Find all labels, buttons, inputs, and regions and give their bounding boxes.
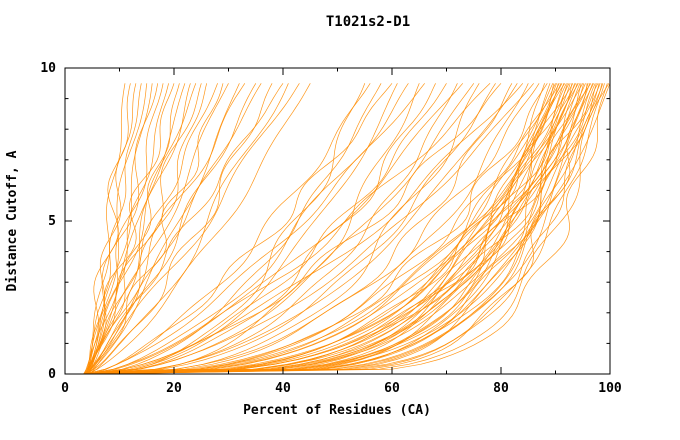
model-curve	[92, 83, 534, 374]
y-tick-label: 5	[48, 214, 56, 229]
model-curve	[92, 83, 513, 374]
model-curve	[85, 83, 257, 374]
model-curve	[84, 83, 398, 374]
model-curve	[87, 83, 137, 374]
model-curve	[85, 83, 610, 374]
model-curve	[89, 83, 224, 374]
model-curve	[91, 83, 551, 374]
model-curve	[87, 83, 186, 374]
model-curve	[81, 83, 601, 374]
model-curve	[85, 83, 153, 374]
model-curve	[85, 83, 597, 374]
model-curve	[90, 83, 555, 374]
model-curves-layer	[81, 83, 610, 374]
model-curve	[86, 83, 284, 374]
x-tick-label: 0	[61, 381, 69, 396]
model-curve	[88, 83, 594, 374]
y-axis-label: Distance Cutoff, A	[5, 150, 20, 291]
model-curve	[92, 83, 447, 374]
model-curve	[91, 83, 592, 374]
model-curve	[83, 83, 142, 374]
x-axis-label: Percent of Residues (CA)	[243, 403, 431, 418]
model-curve	[84, 83, 570, 374]
model-curve	[86, 83, 540, 374]
model-curve	[86, 83, 600, 374]
model-curve	[82, 83, 563, 374]
model-curve	[84, 83, 191, 374]
x-tick-label: 80	[493, 381, 509, 396]
model-curve	[86, 83, 240, 374]
model-curve	[84, 83, 458, 374]
model-curve	[88, 83, 545, 374]
model-curve	[85, 83, 566, 374]
model-curve	[85, 83, 131, 374]
model-curve	[92, 83, 584, 374]
model-curve	[86, 83, 164, 374]
model-curve	[83, 83, 578, 374]
model-curve	[89, 83, 524, 374]
model-curve	[88, 83, 582, 374]
model-curve	[85, 83, 573, 374]
model-curve	[82, 83, 585, 374]
model-curve	[84, 83, 529, 374]
model-curve	[86, 83, 518, 374]
model-curve	[91, 83, 475, 374]
model-curve	[84, 83, 559, 374]
model-curve	[87, 83, 491, 374]
model-curve	[84, 83, 169, 374]
model-curve	[84, 83, 273, 374]
axes-layer: 0 20 40 60 80 100 0 5 10	[40, 61, 622, 396]
model-curve	[86, 83, 608, 374]
model-curve	[83, 83, 229, 374]
model-curve	[92, 83, 567, 374]
y-tick-label: 10	[40, 61, 56, 76]
chart-title: T1021s2-D1	[326, 14, 410, 30]
model-curve	[85, 83, 371, 374]
model-curve	[82, 83, 554, 374]
model-curve	[90, 83, 586, 374]
model-curve	[86, 83, 409, 374]
model-curve	[87, 83, 262, 374]
model-curve	[85, 83, 425, 374]
x-tick-label: 60	[384, 381, 400, 396]
model-curve	[88, 83, 420, 374]
model-curve	[87, 83, 568, 374]
model-curve	[83, 83, 480, 374]
x-tick-label: 20	[166, 381, 182, 396]
x-tick-label: 40	[275, 381, 291, 396]
model-curve	[86, 83, 180, 374]
x-tick-label: 100	[598, 381, 622, 396]
model-curve	[84, 83, 605, 374]
model-curve	[86, 83, 148, 374]
model-curve	[85, 83, 502, 374]
model-curve	[86, 83, 126, 374]
model-curve	[88, 83, 366, 374]
model-curve	[90, 83, 579, 374]
model-curve	[86, 83, 311, 374]
model-curve	[87, 83, 382, 374]
model-curve	[92, 83, 596, 374]
model-curve	[88, 83, 175, 374]
model-curve	[90, 83, 496, 374]
model-curve	[92, 83, 577, 374]
model-curve	[88, 83, 159, 374]
model-curve	[91, 83, 562, 374]
model-curve	[90, 83, 393, 374]
model-curve	[87, 83, 436, 374]
y-tick-label: 0	[48, 367, 56, 382]
model-curve	[89, 83, 574, 374]
